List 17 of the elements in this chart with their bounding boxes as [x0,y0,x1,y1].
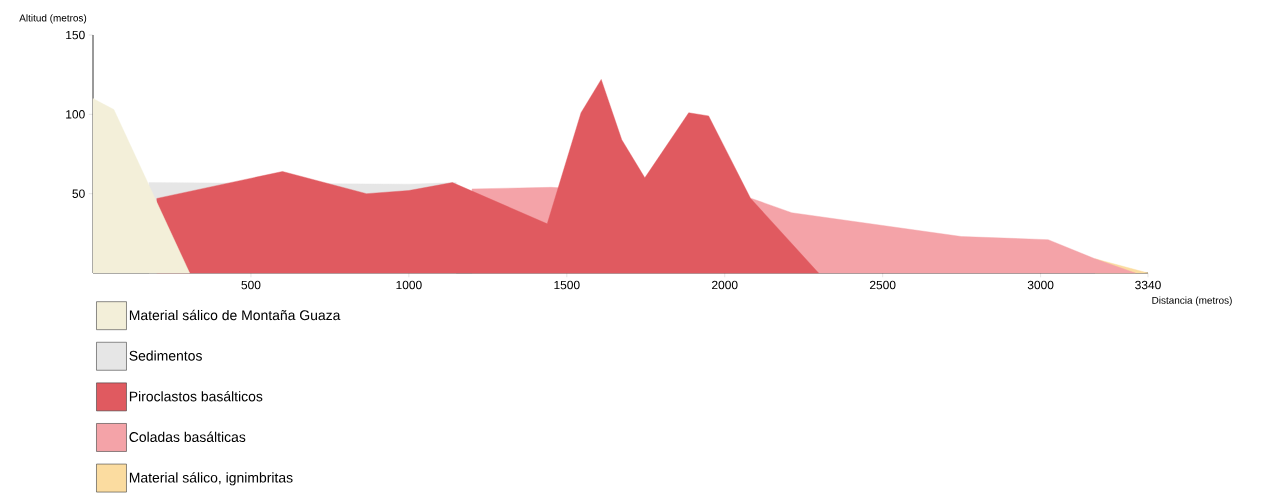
y-tick-label: 50 [72,189,85,198]
x-tick-label: 2000 [712,280,738,290]
legend-label: Sedimentos [129,350,202,361]
x-axis-title: Distancia (metros) [1152,296,1232,306]
x-tick-label: 1500 [554,280,580,290]
y-tick-label: 100 [66,110,85,119]
x-tick-label: 2500 [869,280,896,290]
x-tick-label: 1000 [396,280,422,290]
x-tick-label: 3000 [1027,280,1054,290]
x-tick-label: 3340 [1135,280,1161,290]
y-axis-title: Altitud (metros) [19,14,87,24]
legend-label: Material sálico de Montaña Guaza [129,309,341,321]
legend-label: Coladas basálticas [129,431,246,442]
legend-label: Material sálico, ignimbritas [129,472,293,486]
x-tick-label: 500 [241,280,261,290]
y-tick-label: 150 [66,30,85,40]
legend-label: Piroclastos basálticos [129,390,263,402]
